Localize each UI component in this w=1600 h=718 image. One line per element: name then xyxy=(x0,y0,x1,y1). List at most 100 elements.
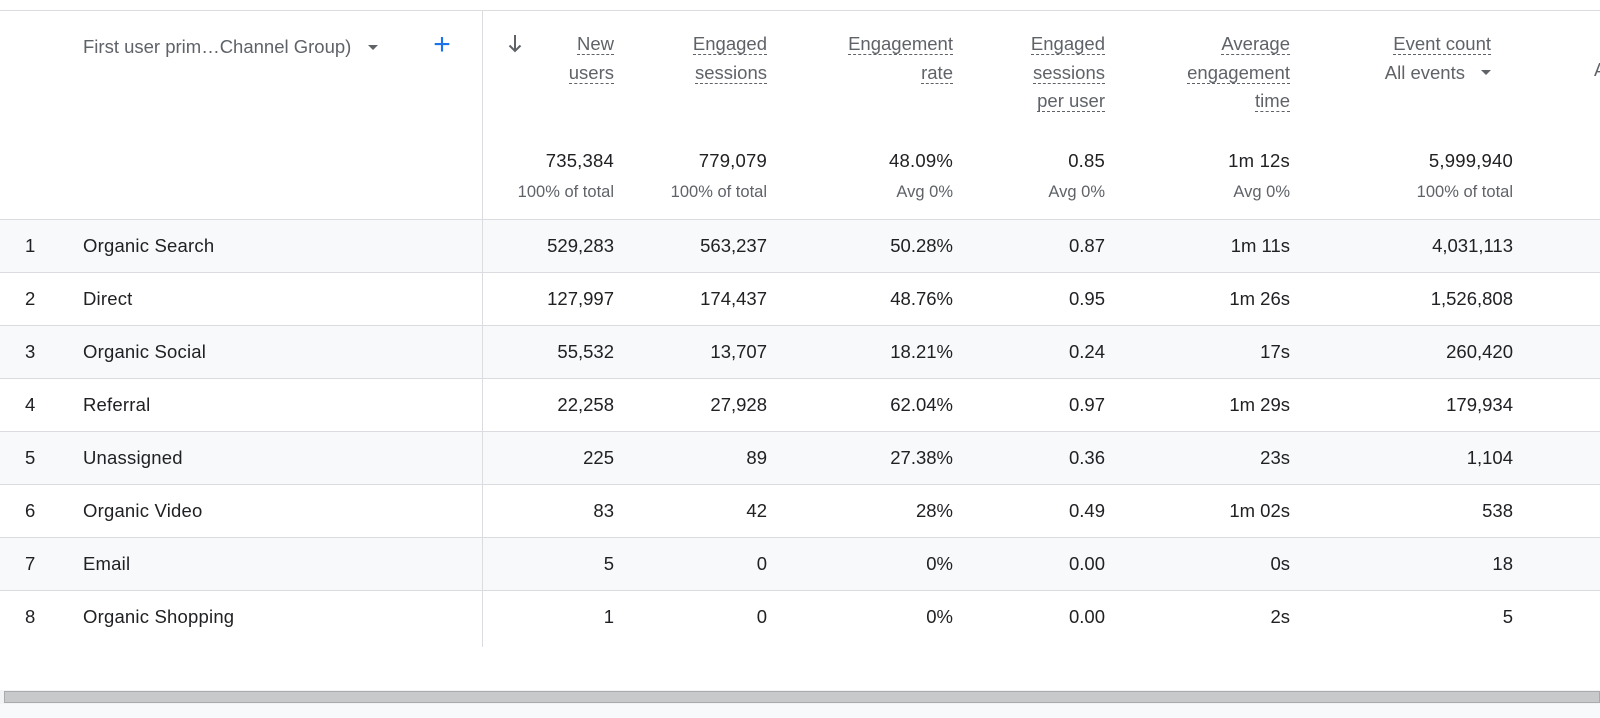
total-value: 48.09% xyxy=(889,150,953,171)
row-divider xyxy=(482,220,483,273)
new-users-cell: 55,532 xyxy=(557,341,614,362)
avg-engagement-time-cell: 1m 29s xyxy=(1229,394,1290,415)
channel-name[interactable]: Organic Shopping xyxy=(83,606,235,627)
channel-name[interactable]: Direct xyxy=(83,288,133,309)
column-header-line: Engagement xyxy=(848,33,953,55)
total-subtext: 100% of total xyxy=(1416,183,1513,201)
engaged-sessions-per-user-cell: 0.87 xyxy=(1068,235,1105,256)
row-index: 3 xyxy=(25,341,36,362)
engaged-sessions-per-user-cell: 0.97 xyxy=(1068,394,1105,415)
engagement-rate-cell: 27.38% xyxy=(890,447,953,468)
engaged-sessions-cell: 174,437 xyxy=(700,288,767,309)
arrow-downward-icon[interactable] xyxy=(506,32,524,56)
row-index: 4 xyxy=(25,394,36,415)
row-index: 2 xyxy=(25,288,36,309)
event-count-cell: 1,526,808 xyxy=(1430,288,1513,309)
engagement-rate-cell: 50.28% xyxy=(890,235,953,256)
engaged-sessions-per-user-cell: 0.00 xyxy=(1068,553,1105,574)
scrollbar-thumb[interactable] xyxy=(4,691,1600,703)
column-header-line: engagement xyxy=(1187,61,1290,84)
new-users-cell: 83 xyxy=(593,500,614,521)
row-divider xyxy=(482,379,483,432)
row-divider xyxy=(482,485,483,538)
total-value: 779,079 xyxy=(698,150,767,171)
engaged-sessions-per-user-cell: 0.00 xyxy=(1068,606,1105,627)
table-row[interactable]: 4 Referral 22,258 27,928 62.04% 0.97 1m … xyxy=(0,378,1600,432)
channel-name[interactable]: Email xyxy=(83,553,131,574)
new-users-cell: 1 xyxy=(603,606,614,627)
arrow-drop-down-icon[interactable] xyxy=(1481,70,1491,76)
total-value: 1m 12s xyxy=(1228,150,1290,171)
table-row[interactable]: 2 Direct 127,997 174,437 48.76% 0.95 1m … xyxy=(0,272,1600,326)
event-count-cell: 5 xyxy=(1502,606,1513,627)
table-row[interactable]: 5 Unassigned 225 89 27.38% 0.36 23s 1,10… xyxy=(0,431,1600,485)
channel-name[interactable]: Unassigned xyxy=(83,447,183,468)
event-count-cell: 538 xyxy=(1482,500,1513,521)
column-header-line: Event count xyxy=(1393,33,1491,55)
avg-engagement-time-cell: 0s xyxy=(1270,553,1290,574)
engagement-rate-cell: 28% xyxy=(915,500,953,521)
column-header-engagement-rate[interactable]: Engagement rate xyxy=(848,30,953,87)
event-count-cell: 1,104 xyxy=(1466,447,1513,468)
engaged-sessions-cell: 563,237 xyxy=(700,235,767,256)
column-header-line: Average xyxy=(1221,33,1290,55)
avg-engagement-time-cell: 17s xyxy=(1260,341,1290,362)
engaged-sessions-per-user-cell: 0.24 xyxy=(1068,341,1105,362)
channel-name[interactable]: Referral xyxy=(83,394,151,415)
dimension-header-label[interactable]: First user prim…Channel Group) xyxy=(83,36,352,57)
new-users-cell: 529,283 xyxy=(547,235,614,256)
row-index: 8 xyxy=(25,606,36,627)
table-row[interactable]: 6 Organic Video 83 42 28% 0.49 1m 02s 53… xyxy=(0,484,1600,538)
table-row[interactable]: 8 Organic Shopping 1 0 0% 0.00 2s 5 xyxy=(0,590,1600,644)
row-divider xyxy=(482,432,483,485)
engaged-sessions-cell: 89 xyxy=(746,447,767,468)
channel-name[interactable]: Organic Social xyxy=(83,341,207,362)
column-header-engaged-sessions-per-user[interactable]: Engaged sessions per user xyxy=(1030,30,1105,116)
column-header-line: sessions xyxy=(1033,61,1105,84)
total-subtext: Avg 0% xyxy=(896,183,953,201)
row-divider xyxy=(482,326,483,379)
engaged-sessions-per-user-cell: 0.36 xyxy=(1068,447,1105,468)
table-top-border xyxy=(0,10,1600,11)
channel-name[interactable]: Organic Search xyxy=(83,235,215,256)
engagement-rate-cell: 18.21% xyxy=(890,341,953,362)
column-header-line: users xyxy=(568,61,614,84)
new-users-cell: 225 xyxy=(583,447,614,468)
bottom-strip xyxy=(0,704,1600,718)
row-index: 7 xyxy=(25,553,36,574)
event-selector-label: All events xyxy=(1384,61,1465,83)
column-header-average-engagement-time[interactable]: Average engagement time xyxy=(1187,30,1290,116)
total-value: 5,999,940 xyxy=(1428,150,1513,171)
total-subtext: Avg 0% xyxy=(1233,183,1290,201)
row-divider xyxy=(482,591,483,644)
event-count-cell: 260,420 xyxy=(1446,341,1513,362)
total-subtext: 100% of total xyxy=(517,183,614,201)
column-header-engaged-sessions[interactable]: Engaged sessions xyxy=(692,30,767,87)
table-row[interactable]: 1 Organic Search 529,283 563,237 50.28% … xyxy=(0,219,1600,273)
event-count-cell: 18 xyxy=(1492,553,1513,574)
column-header-line: rate xyxy=(921,61,953,84)
event-selector[interactable]: All events xyxy=(1385,59,1491,88)
engaged-sessions-per-user-cell: 0.49 xyxy=(1068,500,1105,521)
column-header-new-users[interactable]: New users xyxy=(568,30,614,87)
horizontal-scrollbar[interactable] xyxy=(0,690,1600,704)
table-row[interactable]: 3 Organic Social 55,532 13,707 18.21% 0.… xyxy=(0,325,1600,379)
column-header-line: Engaged xyxy=(692,33,767,55)
event-count-cell: 4,031,113 xyxy=(1432,235,1513,256)
channel-name[interactable]: Organic Video xyxy=(83,500,203,521)
engaged-sessions-cell: 27,928 xyxy=(710,394,767,415)
row-index: 1 xyxy=(25,235,36,256)
engagement-rate-cell: 48.76% xyxy=(890,288,953,309)
table-row[interactable]: 7 Email 5 0 0% 0.00 0s 18 xyxy=(0,537,1600,591)
add-dimension-button[interactable]: + xyxy=(433,28,451,61)
row-divider xyxy=(482,538,483,591)
total-subtext: 100% of total xyxy=(670,183,767,201)
avg-engagement-time-cell: 1m 02s xyxy=(1229,500,1290,521)
new-users-cell: 5 xyxy=(603,553,614,574)
arrow-drop-down-icon[interactable] xyxy=(368,44,379,50)
total-value: 0.85 xyxy=(1068,150,1105,171)
total-subtext: Avg 0% xyxy=(1048,183,1105,201)
column-header-event-count[interactable]: Event count All events xyxy=(1385,30,1491,87)
dimension-header[interactable]: First user prim…Channel Group) xyxy=(83,34,379,60)
